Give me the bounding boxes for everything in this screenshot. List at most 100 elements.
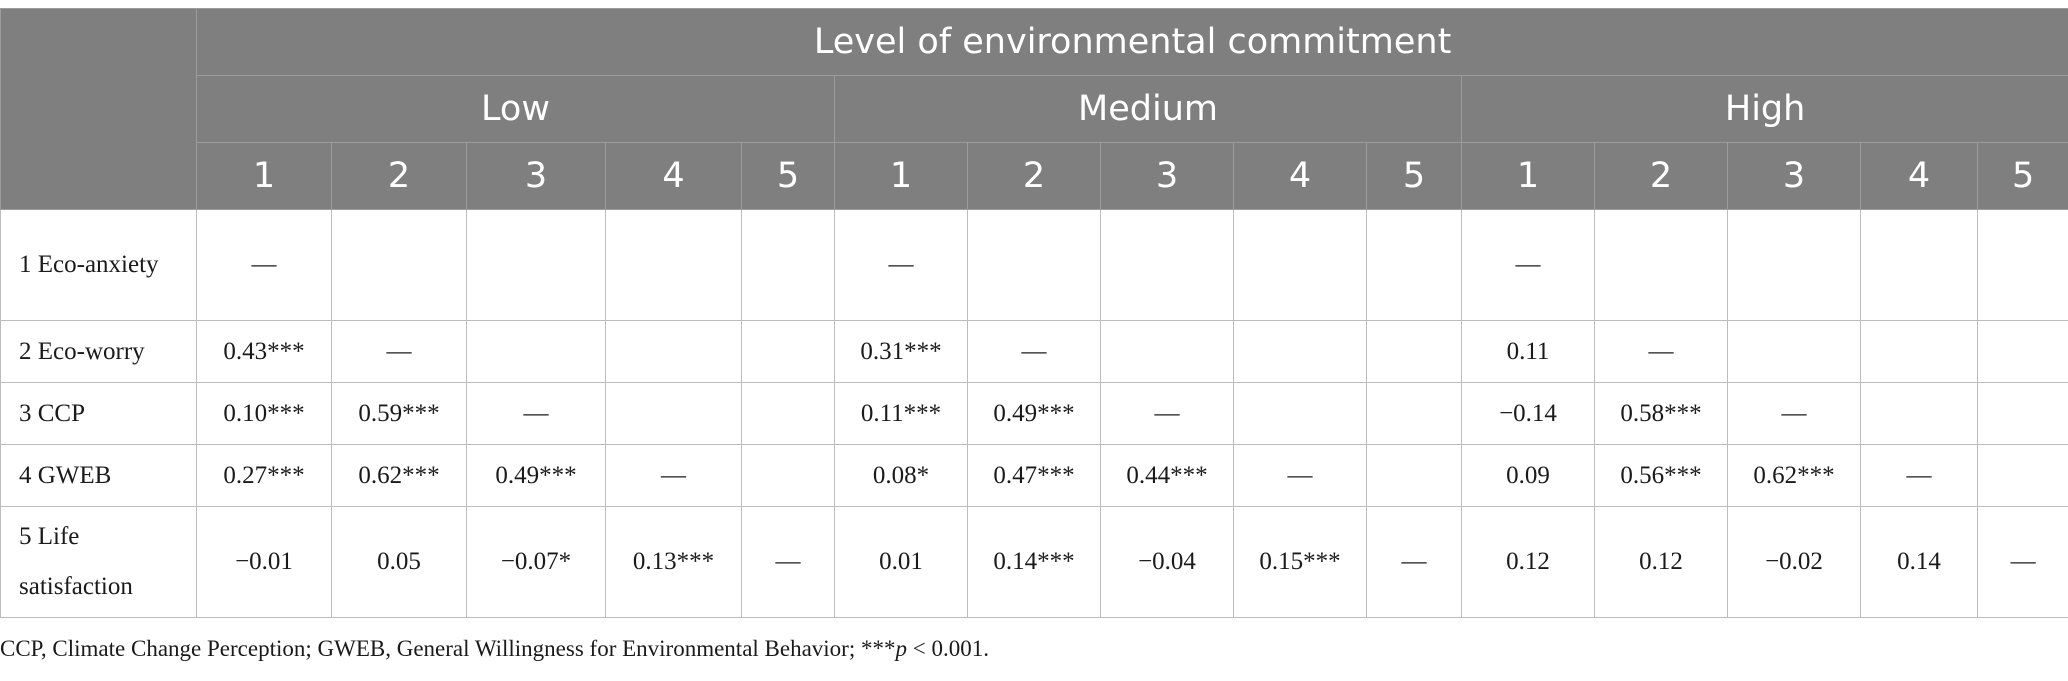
table-cell	[741, 209, 835, 321]
table-cell	[1366, 209, 1462, 321]
table-cell: −0.04	[1100, 506, 1234, 618]
col-number: 4	[605, 142, 742, 210]
col-number: 1	[196, 142, 332, 210]
table-cell: —	[1100, 382, 1234, 445]
table-cell: —	[1976, 506, 2068, 618]
table-cell: —	[1461, 209, 1595, 321]
table-cell	[1594, 209, 1728, 321]
table-row: 1 Eco-anxiety — — —	[0, 209, 2068, 321]
col-number: 1	[834, 142, 968, 210]
table-cell	[1233, 209, 1367, 321]
table-row: 3 CCP 0.10*** 0.59*** — 0.11*** 0.49*** …	[0, 382, 2068, 445]
table-cell	[1100, 320, 1234, 383]
corner-cell	[0, 8, 197, 210]
table-cell	[741, 382, 835, 445]
group-header-medium: Medium	[834, 75, 1462, 143]
table-cell: 0.49***	[466, 444, 606, 507]
table-cell: 0.10***	[196, 382, 332, 445]
row-label: 1 Eco-anxiety	[0, 209, 197, 321]
header-row-title: Level of environmental commitment	[0, 8, 2068, 210]
col-number: 3	[1100, 142, 1234, 210]
row-label: 3 CCP	[0, 382, 197, 445]
table-cell: 0.59***	[331, 382, 467, 445]
row-label: 4 GWEB	[0, 444, 197, 507]
row-label: 2 Eco-worry	[0, 320, 197, 383]
table-cell	[1727, 209, 1861, 321]
table-cell	[1860, 209, 1978, 321]
table-cell: 0.58***	[1594, 382, 1728, 445]
table-cell	[741, 320, 835, 383]
col-number: 4	[1860, 142, 1978, 210]
group-header-high: High	[1460, 75, 2068, 143]
table-title: Level of environmental commitment	[195, 8, 2068, 76]
table-cell	[1976, 444, 2068, 507]
col-number: 3	[466, 142, 606, 210]
footnote-tail: < 0.001.	[906, 636, 989, 661]
table-cell: 0.08*	[834, 444, 968, 507]
col-number: 5	[1366, 142, 1462, 210]
table-cell	[1233, 320, 1367, 383]
table-cell: 0.11***	[834, 382, 968, 445]
table-cell: 0.12	[1461, 506, 1595, 618]
col-number: 2	[967, 142, 1101, 210]
table-cell: −0.02	[1727, 506, 1861, 618]
table-cell: 0.47***	[967, 444, 1101, 507]
table-cell: —	[196, 209, 332, 321]
table-cell	[1976, 209, 2068, 321]
table-row: 5 Life satisfaction −0.01 0.05 −0.07* 0.…	[0, 506, 2068, 618]
footnote-p-symbol: p	[895, 636, 907, 661]
table-cell: 0.62***	[331, 444, 467, 507]
table-cell	[1366, 382, 1462, 445]
table-cell: —	[741, 506, 835, 618]
table-cell: —	[605, 444, 742, 507]
table-cell: 0.56***	[1594, 444, 1728, 507]
table-cell: 0.14	[1860, 506, 1978, 618]
table-cell: 0.15***	[1233, 506, 1367, 618]
table-cell	[1366, 444, 1462, 507]
table-cell: 0.09	[1461, 444, 1595, 507]
table-cell: 0.13***	[605, 506, 742, 618]
table-cell	[605, 209, 742, 321]
table-cell: 0.44***	[1100, 444, 1234, 507]
table-cell	[1366, 320, 1462, 383]
table-cell: —	[967, 320, 1101, 383]
table-cell: 0.49***	[967, 382, 1101, 445]
table-cell	[1233, 382, 1367, 445]
table-cell: −0.01	[196, 506, 332, 618]
table-cell	[1860, 320, 1978, 383]
table-cell	[1727, 320, 1861, 383]
table-cell: −0.07*	[466, 506, 606, 618]
table-cell	[1976, 320, 2068, 383]
row-label: 5 Life satisfaction	[0, 506, 197, 618]
table-cell: —	[1233, 444, 1367, 507]
table-cell: 0.27***	[196, 444, 332, 507]
header-row-groups: Low Medium High	[1, 75, 2068, 143]
col-number: 1	[1461, 142, 1595, 210]
correlation-table: Level of environmental commitment Low Me…	[0, 8, 2068, 618]
table-cell	[741, 444, 835, 507]
table-footnote: CCP, Climate Change Perception; GWEB, Ge…	[0, 636, 989, 662]
table-cell: 0.05	[331, 506, 467, 618]
table-cell	[605, 382, 742, 445]
col-number: 4	[1233, 142, 1367, 210]
table-cell: 0.14***	[967, 506, 1101, 618]
table-row: 2 Eco-worry 0.43*** — 0.31*** — 0.11 —	[0, 320, 2068, 383]
correlation-table-container: Level of environmental commitment Low Me…	[0, 8, 2068, 618]
table-cell	[1976, 382, 2068, 445]
table-cell: —	[1727, 382, 1861, 445]
table-cell	[466, 320, 606, 383]
table-cell: —	[1860, 444, 1978, 507]
col-number: 3	[1727, 142, 1861, 210]
table-cell: —	[1366, 506, 1462, 618]
table-cell: 0.62***	[1727, 444, 1861, 507]
table-cell	[1100, 209, 1234, 321]
table-cell: 0.01	[834, 506, 968, 618]
col-number: 5	[1976, 142, 2068, 210]
header-row-numbers: 1 2 3 4 5 1 2 3 4 5 1 2 3 4 5	[1, 142, 2068, 210]
table-cell	[331, 209, 467, 321]
col-number: 2	[331, 142, 467, 210]
table-cell: —	[331, 320, 467, 383]
footnote-text: CCP, Climate Change Perception; GWEB, Ge…	[0, 636, 896, 661]
col-number: 2	[1594, 142, 1728, 210]
table-cell	[466, 209, 606, 321]
